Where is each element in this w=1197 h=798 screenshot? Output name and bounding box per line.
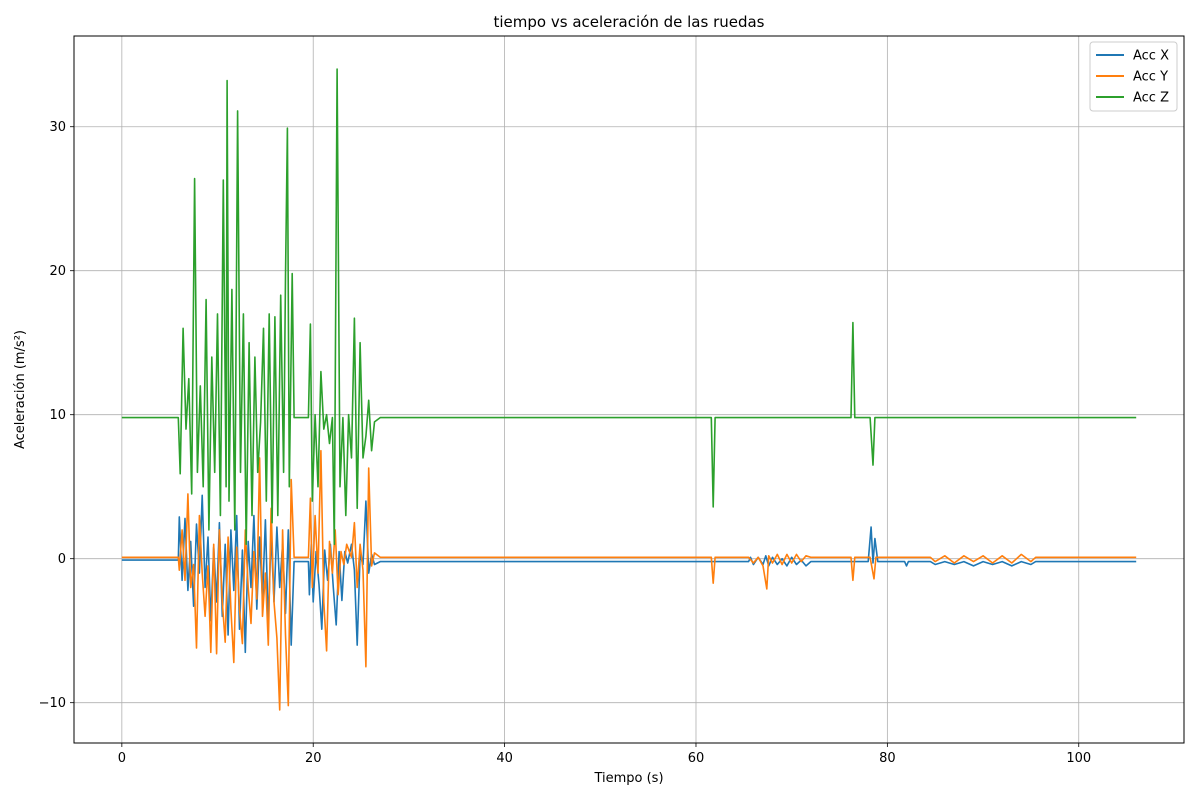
- y-tick-label: −10: [39, 696, 66, 711]
- x-tick-label: 100: [1066, 751, 1091, 766]
- legend: Acc X Acc Y Acc Z: [1089, 41, 1178, 112]
- y-tick-label: 30: [49, 120, 66, 135]
- x-tick-label: 0: [118, 751, 126, 766]
- series-lines: [121, 68, 1137, 711]
- y-tick-label: 20: [49, 264, 66, 279]
- y-axis-ticks: −10 0 10 20 30: [39, 120, 74, 711]
- series-line-acc-y: [121, 449, 1137, 711]
- y-tick-label: 10: [49, 408, 66, 423]
- x-axis-ticks: 0 20 40 60 80 100: [118, 743, 1091, 766]
- legend-label: Acc Z: [1133, 91, 1169, 106]
- y-axis-title: Aceleración (m/s²): [13, 330, 28, 449]
- grid: [74, 36, 1184, 743]
- x-tick-label: 40: [496, 751, 513, 766]
- x-tick-label: 60: [688, 751, 705, 766]
- legend-box: [1089, 41, 1178, 112]
- series-line-acc-x: [121, 494, 1137, 654]
- plot-area-frame: [73, 35, 1185, 744]
- y-tick-label: 0: [58, 552, 66, 567]
- legend-label: Acc X: [1133, 49, 1169, 64]
- chart-title: tiempo vs aceleración de las ruedas: [494, 13, 765, 31]
- legend-label: Acc Y: [1133, 70, 1168, 85]
- x-tick-label: 80: [879, 751, 896, 766]
- x-axis-title: Tiempo (s): [593, 771, 663, 786]
- series-line-acc-z: [121, 68, 1137, 546]
- x-tick-label: 20: [305, 751, 322, 766]
